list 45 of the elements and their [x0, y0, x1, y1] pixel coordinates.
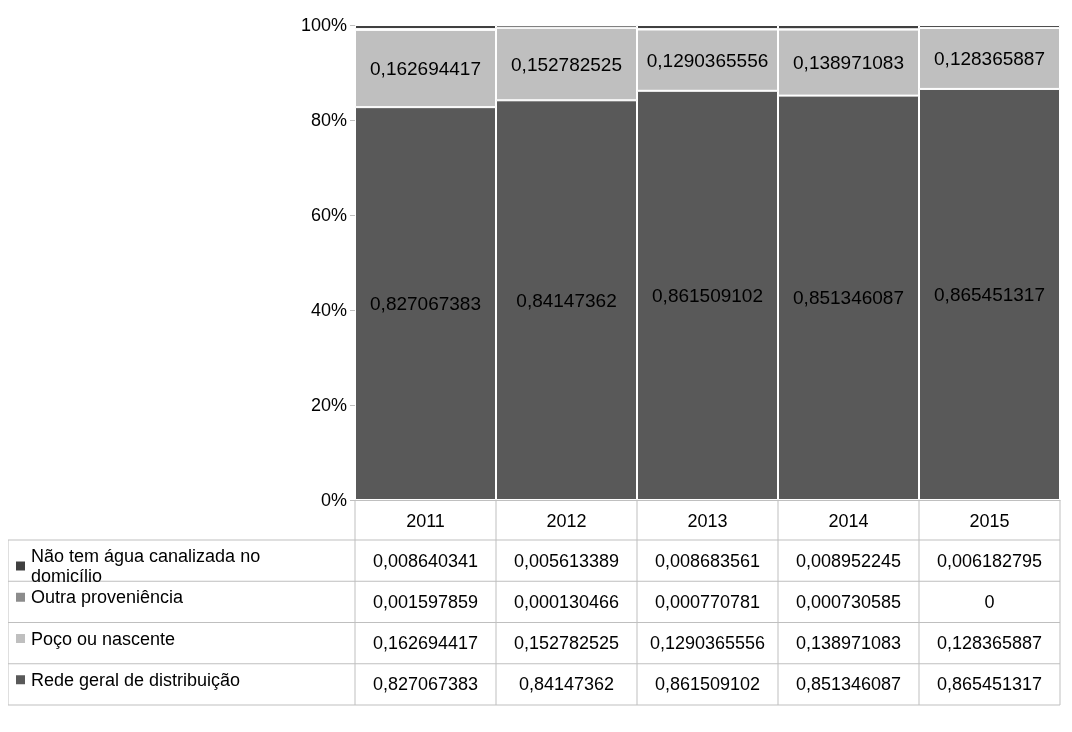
data-label: 0,851346087	[795, 674, 902, 695]
data-label: 0,861509102	[654, 674, 761, 695]
text: 0,152782525	[511, 53, 622, 75]
text: 0,865451317	[934, 283, 1045, 305]
x-tick-label: 2011	[406, 511, 445, 531]
data-label: 0,865451317	[936, 674, 1043, 695]
text: 0,851346087	[793, 287, 904, 309]
y-tick-label: 80%	[310, 110, 347, 130]
x-tick-label: 2015	[969, 511, 1010, 531]
data-label: 0,152782525	[513, 633, 620, 654]
data-label: 0,827067383	[372, 674, 479, 695]
legend-label: Outra proveniência	[31, 587, 185, 608]
text: 0,861509102	[652, 284, 763, 306]
x-tick-label: 2013	[687, 511, 728, 531]
data-label: 0,008952245	[795, 550, 902, 571]
y-tick-label: 60%	[310, 205, 347, 225]
data-label: 0,001597859	[372, 591, 479, 612]
text: 0,827067383	[370, 293, 481, 315]
data-label: 0,84147362	[518, 674, 615, 695]
data-label: 0,138971083	[795, 633, 902, 654]
y-tick-label: 100%	[300, 15, 347, 35]
legend-label: Não tem água canalizada no domicílio	[31, 546, 266, 586]
text: 0,128365887	[934, 47, 1045, 69]
data-label: 0,008640341	[372, 550, 479, 571]
data-label: 0,128365887	[936, 633, 1043, 654]
data-label: 0,005613389	[513, 550, 620, 571]
data-label: 0	[984, 591, 995, 612]
data-label: 0,162694417	[372, 633, 479, 654]
data-label: 0,000730585	[795, 591, 902, 612]
y-tick-label: 40%	[310, 300, 347, 320]
text: 0,162694417	[370, 58, 481, 79]
data-label: 0,008683561	[654, 550, 761, 571]
legend-label: Poço ou nascente	[31, 628, 176, 649]
x-tick-label: 2014	[828, 511, 869, 531]
text: 0,138971083	[793, 52, 904, 74]
legend-label: Rede geral de distribuição	[31, 669, 241, 690]
x-tick-label: 2012	[546, 511, 587, 531]
y-tick-label: 20%	[310, 395, 347, 415]
data-label: 0,006182795	[936, 550, 1043, 571]
text: 0,1290365556	[646, 49, 769, 71]
data-label: 0,000770781	[654, 591, 761, 612]
data-label: 0,000130466	[513, 591, 620, 612]
data-label: 0,1290365556	[649, 633, 766, 654]
text: 0,84147362	[516, 289, 617, 311]
y-tick-label: 0%	[320, 490, 347, 510]
